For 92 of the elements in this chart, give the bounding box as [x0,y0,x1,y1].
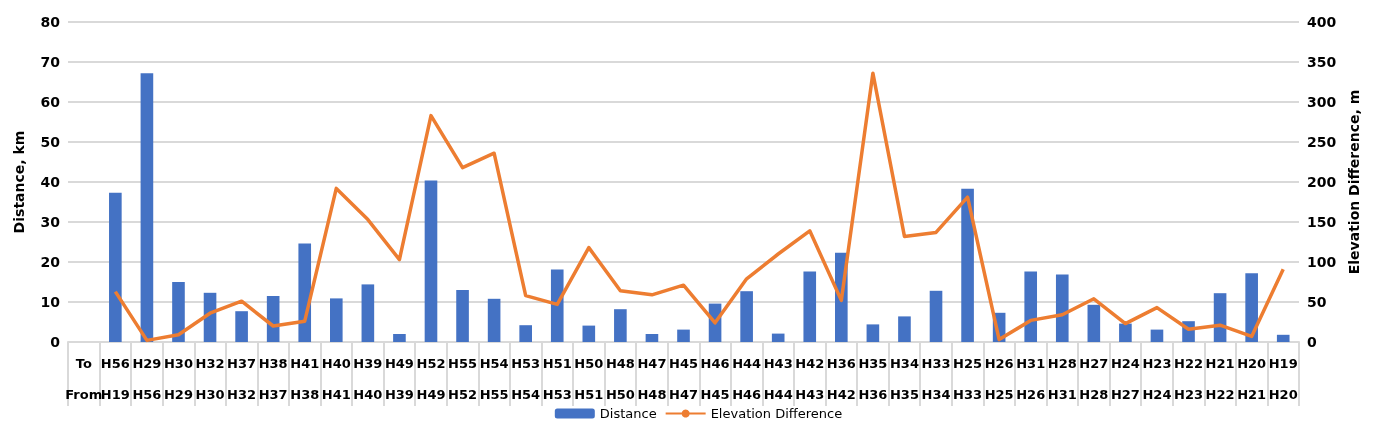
bar [172,282,185,342]
y2-tick-label: 250 [1307,134,1337,150]
bar [898,316,911,342]
category-label: H51 H53 [542,356,572,402]
bar [393,334,406,342]
line-series [113,71,1285,343]
category-label: H24 H27 [1110,356,1140,402]
bar [614,309,627,342]
bar [550,269,564,342]
category-label: H37 H32 [227,356,257,402]
category-label: H35 H36 [858,356,888,402]
bar [677,329,690,342]
category-label: H26 H25 [984,356,1014,402]
category-label: H32 H30 [195,356,225,402]
category-label: H30 H29 [163,356,193,402]
category-label: H49 H39 [384,356,414,402]
y-tick-label: 40 [40,174,61,190]
category-label: H22 H23 [1174,356,1204,402]
y-tick-label: 30 [40,214,61,230]
bar [235,311,248,342]
category-label: H50 H51 [574,356,604,402]
y-tick-label: 20 [40,254,61,270]
bar [740,291,753,342]
bar [1087,304,1101,342]
bar [298,243,312,342]
category-label: H42 H43 [795,356,825,402]
category-label: H36 H42 [826,356,856,402]
y2-tick-label: 400 [1307,14,1337,30]
category-label: To From [65,356,103,402]
category-label: H47 H48 [637,356,667,402]
y-axis-title: Distance, km [11,130,27,234]
y2-axis-title: Elevation Difference, m [1346,89,1363,275]
bar [803,271,817,342]
y-tick-label: 0 [50,334,61,350]
bar [140,73,154,342]
category-label: H46 H45 [700,356,730,402]
y-tick-label: 80 [40,14,61,30]
bar [1024,271,1038,342]
bar [1245,273,1258,342]
bar [771,333,785,342]
category-label: H29 H56 [132,356,162,402]
category-label: H55 H52 [448,356,478,402]
bar [866,324,880,342]
bar [961,188,974,342]
category-label: H54 H55 [479,356,509,402]
category-label: H20 H21 [1237,356,1267,402]
bar [456,290,469,342]
legend-label: Distance [599,406,657,421]
category-label: H45 H47 [669,356,698,402]
y2-tick-label: 200 [1307,174,1337,190]
bar [645,334,659,342]
category-label: H34 H35 [889,356,919,402]
category-label: H43 H44 [763,356,793,402]
category-label: H19 H20 [1268,356,1298,402]
y2-tick-label: 100 [1307,254,1337,270]
category-label: H41 H38 [290,356,320,402]
bar [582,325,596,342]
y2-tick-label: 300 [1307,94,1337,110]
y-tick-label: 60 [40,94,61,110]
bar [424,180,438,342]
bar [1119,323,1132,342]
category-label: H25 H33 [953,356,983,402]
bar [1276,334,1290,342]
y2-tick-label: 150 [1307,214,1337,230]
category-label: H23 H24 [1142,356,1172,402]
category-label: H52 H49 [416,356,446,402]
category-label: H33 H34 [921,356,951,402]
bar [361,284,375,342]
y2-tick-label: 350 [1307,54,1337,70]
bar [929,290,943,342]
category-label: H28 H31 [1047,356,1077,402]
category-label: H39 H40 [353,356,383,402]
y-tick-label: 70 [40,54,61,70]
category-label: H38 H37 [258,356,288,402]
bar [1055,274,1069,342]
category-label: H31 H26 [1016,356,1046,402]
y2-tick-label: 50 [1307,294,1327,310]
category-label: H27 H28 [1079,356,1109,402]
legend-label: Elevation Difference [710,406,843,421]
category-label: H40 H41 [321,356,351,402]
bar [109,192,122,342]
y-tick-label: 10 [40,294,61,310]
bar [1150,329,1164,342]
bar [329,298,343,342]
category-label: H48 H50 [605,356,635,402]
category-label: H53 H54 [511,356,541,402]
y2-tick-label: 0 [1307,334,1317,350]
bar [519,325,532,342]
bar [487,298,501,342]
category-label: H44 H46 [732,356,762,402]
category-label: H21 H22 [1205,356,1235,402]
y-tick-label: 50 [40,134,61,150]
